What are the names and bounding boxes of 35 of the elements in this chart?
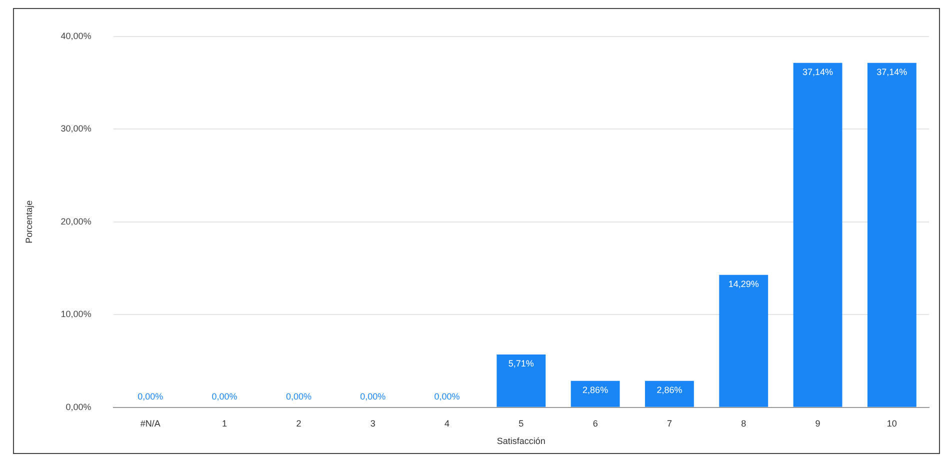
bar	[644, 380, 694, 407]
data-label: 14,29%	[728, 278, 759, 289]
data-label: 2,86%	[582, 384, 608, 395]
x-tick-label: 8	[741, 418, 746, 428]
data-label: 0,00%	[212, 391, 238, 402]
x-axis-title: Satisfacción	[496, 436, 546, 446]
data-label: 37,14%	[802, 66, 834, 77]
bar	[496, 354, 546, 407]
data-label: 0,00%	[286, 391, 312, 402]
data-label: 5,71%	[508, 358, 534, 368]
bar	[867, 62, 916, 407]
y-axis-title: Porcentaje	[24, 200, 34, 244]
x-tick-label: #N/A	[140, 418, 160, 428]
y-tick-label: 20,00%	[60, 216, 92, 226]
y-tick-label: 0,00%	[66, 402, 92, 412]
data-label: 0,00%	[138, 391, 164, 402]
x-tick-label: 7	[666, 418, 672, 428]
x-tick-label: 6	[592, 418, 598, 428]
bar	[570, 380, 620, 407]
x-tick-label: 5	[518, 418, 524, 428]
data-label: 0,00%	[360, 391, 386, 402]
y-tick-label: 10,00%	[60, 309, 92, 320]
x-tick-label: 9	[815, 418, 820, 428]
x-tick-label: 3	[370, 418, 376, 428]
data-label: 0,00%	[434, 391, 460, 402]
bar	[719, 274, 768, 407]
y-tick-label: 40,00%	[60, 30, 92, 41]
x-tick-label: 1	[222, 418, 228, 428]
data-label: 2,86%	[656, 384, 682, 395]
y-tick-label: 30,00%	[60, 124, 92, 134]
x-tick-label: 10	[886, 418, 897, 428]
x-tick-label: 4	[444, 418, 450, 428]
x-tick-label: 2	[296, 418, 302, 428]
data-label: 37,14%	[876, 66, 908, 77]
bar	[793, 62, 842, 407]
